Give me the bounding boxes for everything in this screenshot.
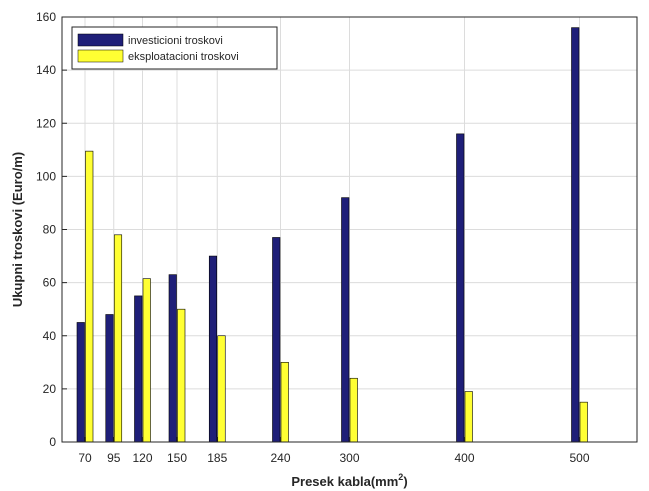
bar-eksploatacioni-300 [350,378,358,442]
bar-investicioni-185 [209,256,217,442]
bar-eksploatacioni-70 [86,151,94,442]
x-tick-label: 95 [107,451,121,465]
legend: investicioni troskovi eksploatacioni tro… [72,27,277,69]
x-tick-label: 150 [167,451,187,465]
y-tick-label: 160 [36,10,56,24]
x-axis-label-tail: ) [403,474,407,489]
bar-eksploatacioni-150 [178,309,186,442]
bar-investicioni-240 [273,237,281,442]
legend-swatch-eksploatacioni [78,50,123,62]
x-tick-label: 500 [569,451,589,465]
x-tick-label: 70 [78,451,92,465]
x-tick-label: 240 [270,451,290,465]
bar-investicioni-150 [169,275,177,442]
bar-eksploatacioni-400 [465,392,473,442]
y-tick-label: 80 [43,223,57,237]
bar-eksploatacioni-120 [143,279,151,442]
legend-label-investicioni: investicioni troskovi [128,35,223,47]
bar-eksploatacioni-240 [281,362,289,442]
bar-eksploatacioni-500 [580,402,588,442]
y-tick-label: 120 [36,116,56,130]
legend-swatch-investicioni [78,34,123,46]
x-tick-label: 185 [207,451,227,465]
bar-investicioni-500 [572,28,580,442]
y-axis-label: Ukupni troskovi (Euro/m) [10,152,25,307]
bar-investicioni-120 [135,296,143,442]
bar-investicioni-95 [106,315,114,443]
y-tick-label: 140 [36,63,56,77]
y-tick-label: 60 [43,276,57,290]
x-axis-label: Presek kabla(mm2) [291,472,407,489]
x-tick-label: 120 [132,451,152,465]
x-tick-label: 400 [454,451,474,465]
y-tick-label: 20 [43,382,57,396]
bar-eksploatacioni-185 [218,336,226,442]
bar-investicioni-70 [77,322,85,442]
x-axis-label-main: Presek kabla(mm [291,474,398,489]
x-tick-label: 300 [339,451,359,465]
y-tick-label: 0 [49,435,56,449]
legend-label-eksploatacioni: eksploatacioni troskovi [128,51,239,63]
y-tick-label: 100 [36,169,56,183]
bar-eksploatacioni-95 [114,235,122,442]
y-tick-label: 40 [43,329,57,343]
bar-investicioni-400 [457,134,465,442]
bar-investicioni-300 [342,198,350,442]
